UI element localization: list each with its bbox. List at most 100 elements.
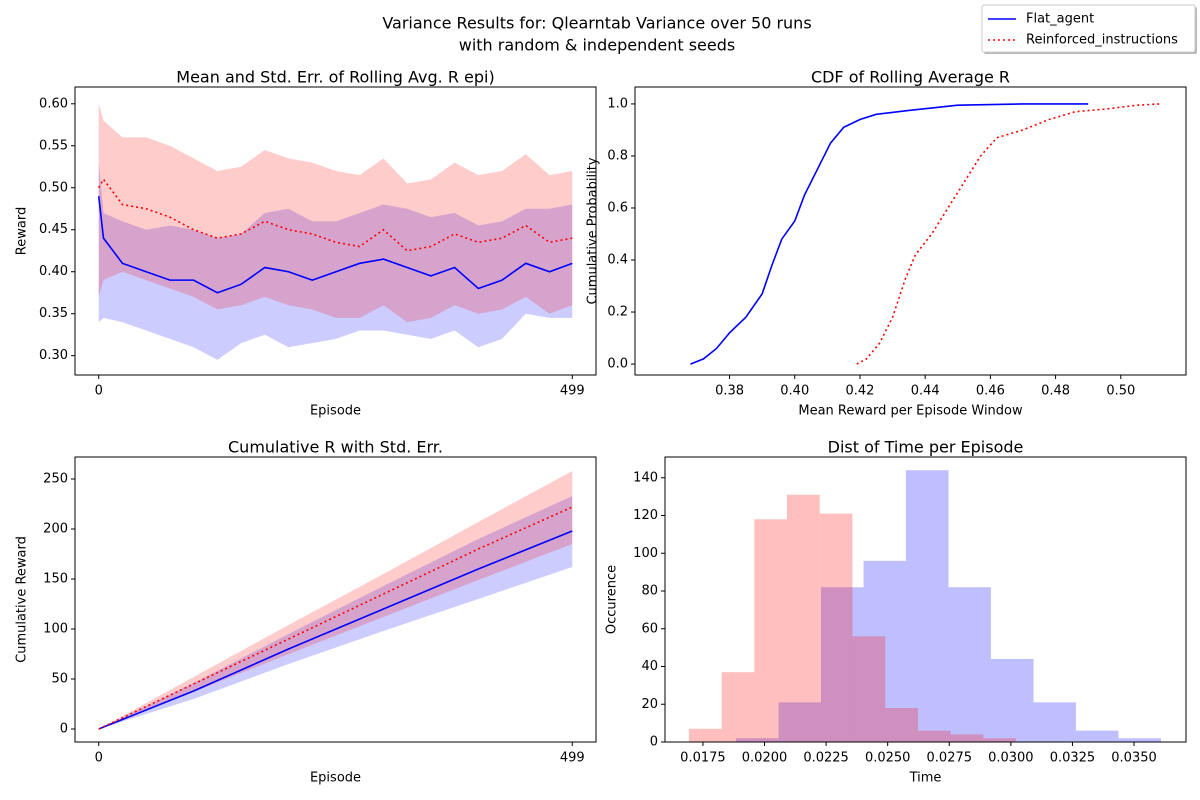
x-tick-label: 0.0275 [927,751,973,766]
y-tick-label: 150 [43,572,68,587]
legend-frame [981,4,1196,53]
x-tick-label: 0 [95,751,103,766]
x-tick-label: 0.50 [1106,384,1135,399]
x-axis-label: Mean Reward per Episode Window [798,404,1023,419]
error-band [98,496,573,729]
x-axis-label: Episode [310,404,361,419]
histogram-bar [950,734,984,742]
y-tick-label: 0.30 [39,348,68,363]
y-tick-label: 100 [43,622,68,637]
y-tick-label: 1.0 [607,96,628,111]
histogram-bar [819,513,853,742]
y-tick-label: 0 [650,735,658,750]
x-axis-label: Time [909,771,942,786]
histogram-bar [786,494,820,742]
histogram-bar [852,636,886,742]
y-tick-label: 140 [633,470,658,485]
line [97,196,573,294]
y-tick-label: 0.55 [39,138,68,153]
y-axis-label: Occurence [605,565,620,634]
y-tick-label: 0.4 [607,253,628,268]
plot-area [97,103,573,360]
y-tick-label: 0.50 [39,180,68,195]
x-tick-label: 0.42 [845,384,874,399]
histogram-bar [990,658,1034,742]
y-tick-label: 40 [641,659,658,674]
subplot-title: Cumulative R with Std. Err. [228,438,443,457]
axes-frame [634,86,1187,376]
x-tick-label: 499 [560,384,585,399]
subplot: 0 499 0.30 0.35 0.40 0.45 0.50 0.55 0.60 Mean and… [15,68,597,419]
y-tick-label: 0.35 [39,306,68,321]
y-tick-label: 200 [43,522,68,537]
histogram-bar [820,587,864,742]
axes-frame [74,456,597,743]
x-tick-label: 0.44 [911,384,940,399]
histogram-bar [735,738,779,742]
figure-subtitle: with random & independent seeds [459,36,735,55]
x-tick-label: 0.48 [1041,384,1070,399]
legend-label: Reinforced_instructions [1026,33,1178,48]
x-tick-label: 0.0225 [803,751,849,766]
x-tick-label: 0.0350 [1111,751,1157,766]
figure-title: Variance Results for: Qlearntab Variance… [382,14,811,33]
subplot: 0 499 0 50 100 150 200 250 Cumulative R with Std… [15,438,597,786]
line [98,530,573,730]
y-tick-label: 0.2 [607,305,628,320]
histogram-bar [885,708,918,742]
y-tick-label: 100 [633,546,658,561]
line [690,103,1089,365]
histogram-bar [917,730,951,742]
plot-area [688,470,1161,742]
x-tick-label: 499 [560,751,585,766]
y-axis-label: Cumulative Reward [15,536,30,663]
subplot-title: CDF of Rolling Average R [811,68,1010,87]
error-band [98,471,573,729]
x-tick-label: 0.38 [715,384,744,399]
plot-area [98,471,573,730]
histogram-bar [948,587,991,742]
histogram-bar [1075,730,1119,742]
y-tick-label: 0.40 [39,264,68,279]
legend: Flat_agent Reinforced_instructions [981,4,1197,54]
axes-frame [664,456,1187,743]
x-tick-label: 0.0200 [742,751,788,766]
plot-area [690,103,1160,365]
y-tick-label: 50 [51,672,68,687]
histogram-bar [863,560,906,742]
subplot: 0.0175 0.0200 0.0225 0.0250 0.0275 0.0300 0.03… [605,438,1187,786]
subplot: 0.38 0.40 0.42 0.44 0.46 0.48 0.50 0.0 0.2 0.4 0.6… [586,68,1187,419]
axes-frame [74,86,597,376]
x-tick-label: 0.46 [976,384,1005,399]
line [856,103,1160,365]
histogram-bar [778,702,821,742]
legend-label: Flat_agent [1026,12,1094,27]
y-tick-label: 20 [641,697,658,712]
y-tick-label: 0.0 [607,357,628,372]
y-tick-label: 60 [641,621,658,636]
histogram-bar [754,519,787,742]
y-tick-label: 120 [633,508,658,523]
y-tick-label: 0.60 [39,96,68,111]
subplot-title: Mean and Std. Err. of Rolling Avg. R epi… [176,68,494,87]
x-tick-label: 0.40 [780,384,809,399]
y-tick-label: 0.8 [607,148,628,163]
y-axis-label: Cumulative Probability [586,157,601,304]
y-tick-label: 0.45 [39,222,68,237]
y-tick-label: 80 [641,584,658,599]
line [98,177,573,252]
histogram-bar [905,470,949,742]
subplot-title: Dist of Time per Episode [828,438,1024,457]
y-tick-label: 0 [60,722,68,737]
y-tick-label: 250 [43,472,68,487]
y-axis-label: Reward [15,207,30,255]
y-tick-label: 0.6 [607,200,628,215]
histogram-bar [721,672,755,742]
histogram-bar [983,738,1017,742]
x-tick-label: 0.0300 [988,751,1034,766]
histogram-bar [688,728,722,742]
x-axis-label: Episode [310,771,361,786]
x-tick-label: 0.0175 [680,751,726,766]
error-band [98,162,573,360]
